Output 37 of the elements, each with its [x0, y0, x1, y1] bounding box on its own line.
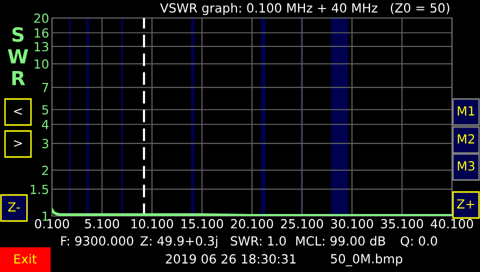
x-tick-label: 25.100 — [281, 219, 324, 228]
text: M2 — [458, 134, 474, 144]
text: M3 — [458, 161, 474, 171]
x-tick-label: 10.100 — [132, 219, 174, 228]
y-tick-label: 20 — [34, 13, 48, 23]
text: Z- — [8, 202, 20, 212]
text: MCL: 99.00 dB — [296, 236, 386, 246]
y-tick-label: 13 — [34, 42, 48, 52]
y-axis-title: SWR — [8, 27, 28, 86]
x-tick-label: 0.100 — [34, 219, 70, 228]
x-tick-label: 35.100 — [381, 219, 424, 228]
y-tick-label: 3 — [42, 138, 48, 148]
x-tick-label: 40.100 — [430, 219, 474, 228]
text: Z+ — [457, 199, 474, 208]
text: F: 9300.000 — [61, 236, 134, 246]
text: < — [14, 108, 22, 115]
x-tick-label: 15.100 — [182, 219, 224, 228]
y-tick-label: 10 — [34, 59, 48, 69]
y-tick-label: 2 — [42, 166, 48, 175]
text: 50_0M.bmp — [330, 254, 402, 266]
text: 2019 06 26 18:30:31 — [166, 254, 296, 264]
x-tick-label: 5.100 — [85, 219, 120, 228]
text: SWR: 1.0 — [230, 236, 286, 246]
y-tick-label: 16 — [34, 28, 48, 38]
text: M1 — [458, 106, 474, 116]
x-tick-label: 20.100 — [231, 219, 274, 228]
text: Exit — [14, 254, 37, 264]
text: Q: 0.0 — [400, 236, 438, 248]
y-tick-label: 1 — [42, 212, 48, 221]
x-tick-label: 30.100 — [331, 219, 374, 228]
y-tick-label: 4 — [42, 120, 49, 130]
text: > — [14, 140, 22, 147]
chart-title: VSWR graph: 0.100 MHz + 40 MHz (Z0 = 50) — [160, 2, 450, 16]
text: Z: 49.9+0.3j — [140, 236, 218, 248]
y-tick-label: 1.5 — [30, 184, 48, 194]
y-tick-label: 7 — [42, 83, 48, 92]
y-tick-label: 5 — [42, 105, 48, 115]
